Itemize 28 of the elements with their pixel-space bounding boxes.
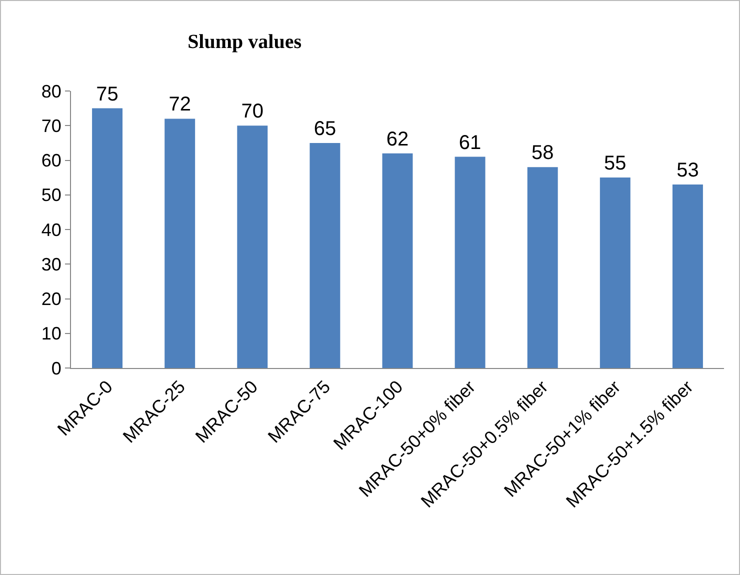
- data-label: 55: [604, 152, 626, 175]
- bar: [527, 167, 558, 368]
- chart-title: Slump values: [188, 31, 302, 54]
- data-label: 53: [676, 159, 699, 182]
- data-label: 72: [168, 94, 191, 116]
- y-tick-label: 20: [41, 289, 62, 310]
- data-label: 70: [241, 100, 264, 123]
- y-tick-label: 30: [41, 254, 62, 274]
- bar: [92, 108, 123, 368]
- data-label: 61: [458, 132, 482, 154]
- bar: [454, 156, 486, 368]
- bar: [600, 178, 630, 368]
- bar: [310, 142, 340, 368]
- y-tick-label: 50: [41, 185, 62, 206]
- y-tick-label: 70: [41, 116, 62, 136]
- y-tick-label: 10: [41, 324, 62, 344]
- y-tick-label: 80: [41, 81, 62, 102]
- bar: [164, 118, 196, 368]
- data-label: 65: [314, 118, 336, 140]
- data-label: 58: [531, 142, 554, 164]
- bar: [672, 184, 703, 368]
- y-tick-label: 40: [41, 220, 62, 240]
- y-tick-label: 0: [51, 358, 62, 378]
- bar: [237, 126, 268, 368]
- data-label: 75: [96, 83, 118, 106]
- data-label: 62: [386, 128, 409, 150]
- y-tick-label: 60: [41, 150, 62, 171]
- bar: [382, 153, 413, 368]
